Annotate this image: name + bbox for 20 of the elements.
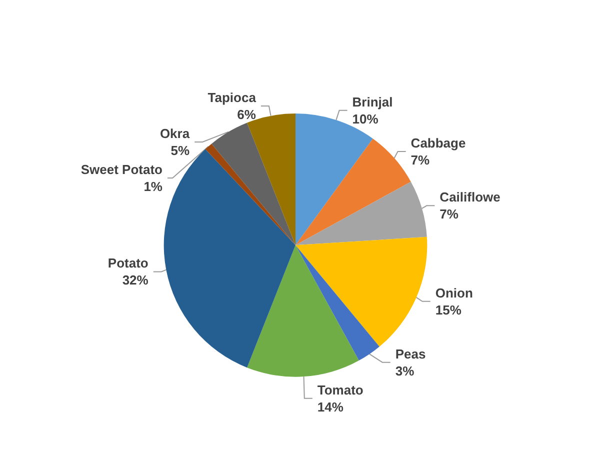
data-label: 1% bbox=[144, 179, 163, 194]
data-label: 3% bbox=[395, 363, 415, 378]
slice-label: Tomato bbox=[317, 382, 364, 398]
slice-label: Brinjal bbox=[352, 94, 393, 110]
data-label: 10% bbox=[352, 111, 379, 126]
slice-label: Peas bbox=[395, 346, 426, 362]
slice-label: Potato bbox=[108, 256, 148, 271]
data-label: 7% bbox=[440, 206, 459, 222]
data-label: 15% bbox=[435, 302, 462, 318]
data-label: 14% bbox=[317, 399, 344, 414]
slice-label: Sweet Potato bbox=[80, 162, 163, 178]
slice-label: Tapioca bbox=[208, 90, 257, 106]
data-label: 5% bbox=[170, 143, 190, 158]
data-label: 7% bbox=[410, 152, 430, 168]
data-label: 6% bbox=[237, 107, 256, 122]
slice-label: Okra bbox=[160, 126, 190, 142]
slice-label: Onion bbox=[435, 285, 473, 300]
data-label: 32% bbox=[122, 272, 149, 288]
slice-label: Cailiflowe bbox=[440, 190, 500, 205]
slice-label: Cabbage bbox=[410, 135, 466, 150]
